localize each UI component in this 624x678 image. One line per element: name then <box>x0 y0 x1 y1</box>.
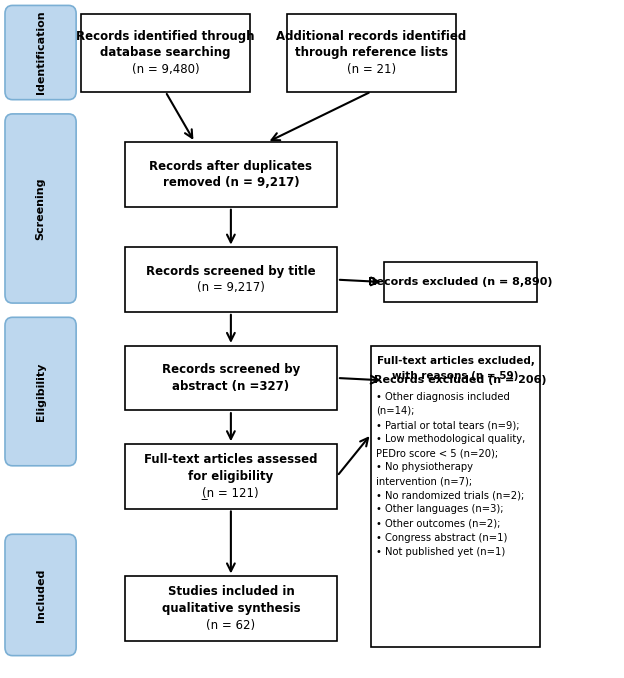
Text: Identification: Identification <box>36 11 46 94</box>
FancyBboxPatch shape <box>5 114 76 303</box>
Bar <box>125 444 337 508</box>
Bar <box>125 346 337 410</box>
Text: Records excluded (n = 206): Records excluded (n = 206) <box>374 376 547 385</box>
Text: (n = 62): (n = 62) <box>207 618 255 631</box>
FancyBboxPatch shape <box>5 534 76 656</box>
Text: Records after duplicates: Records after duplicates <box>149 160 313 173</box>
Text: Full-text articles assessed: Full-text articles assessed <box>144 454 318 466</box>
Bar <box>384 361 537 400</box>
Text: Records screened by title: Records screened by title <box>146 265 316 278</box>
Text: Studies included in: Studies included in <box>167 586 295 599</box>
Text: (̲n = 121): (̲n = 121) <box>203 486 259 499</box>
FancyBboxPatch shape <box>5 5 76 100</box>
Text: (n = 9,480): (n = 9,480) <box>132 62 199 75</box>
Bar <box>81 14 250 92</box>
Text: through reference lists: through reference lists <box>295 46 448 59</box>
Text: Records screened by: Records screened by <box>162 363 300 376</box>
Text: (n=14);: (n=14); <box>376 406 414 416</box>
Text: (n = 9,217): (n = 9,217) <box>197 281 265 294</box>
Text: Records identified through: Records identified through <box>76 30 255 43</box>
Bar <box>371 346 540 647</box>
Text: (n = 21): (n = 21) <box>347 62 396 75</box>
Text: • Partial or total tears (n=9);: • Partial or total tears (n=9); <box>376 420 520 430</box>
Text: abstract (n =327): abstract (n =327) <box>172 380 290 393</box>
Text: with reasons (n = 59): with reasons (n = 59) <box>392 371 519 380</box>
Text: • Other diagnosis included: • Other diagnosis included <box>376 392 510 402</box>
Text: database searching: database searching <box>100 46 231 59</box>
Text: Additional records identified: Additional records identified <box>276 30 466 43</box>
Bar <box>125 576 337 641</box>
Text: • Low methodological quality,: • Low methodological quality, <box>376 434 525 444</box>
Text: • No randomized trials (n=2);: • No randomized trials (n=2); <box>376 490 525 500</box>
Text: Included: Included <box>36 568 46 622</box>
Text: Eligibility: Eligibility <box>36 362 46 421</box>
Bar <box>125 142 337 207</box>
Text: Records excluded (n = 8,890): Records excluded (n = 8,890) <box>368 277 552 287</box>
Text: • Other languages (n=3);: • Other languages (n=3); <box>376 504 504 515</box>
Text: Full-text articles excluded,: Full-text articles excluded, <box>376 356 535 366</box>
Text: • Other outcomes (n=2);: • Other outcomes (n=2); <box>376 519 500 528</box>
Text: for eligibility: for eligibility <box>188 470 273 483</box>
Text: • No physiotherapy: • No physiotherapy <box>376 462 473 472</box>
Text: qualitative synthesis: qualitative synthesis <box>162 602 300 615</box>
Bar <box>384 262 537 302</box>
Bar <box>287 14 456 92</box>
Text: • Not published yet (n=1): • Not published yet (n=1) <box>376 546 505 557</box>
Text: intervention (n=7);: intervention (n=7); <box>376 476 472 486</box>
Text: removed (n = 9,217): removed (n = 9,217) <box>163 176 299 189</box>
Text: PEDro score < 5 (n=20);: PEDro score < 5 (n=20); <box>376 448 499 458</box>
Bar <box>125 247 337 312</box>
Text: Screening: Screening <box>36 177 46 240</box>
Text: • Congress abstract (n=1): • Congress abstract (n=1) <box>376 532 508 542</box>
FancyBboxPatch shape <box>5 317 76 466</box>
